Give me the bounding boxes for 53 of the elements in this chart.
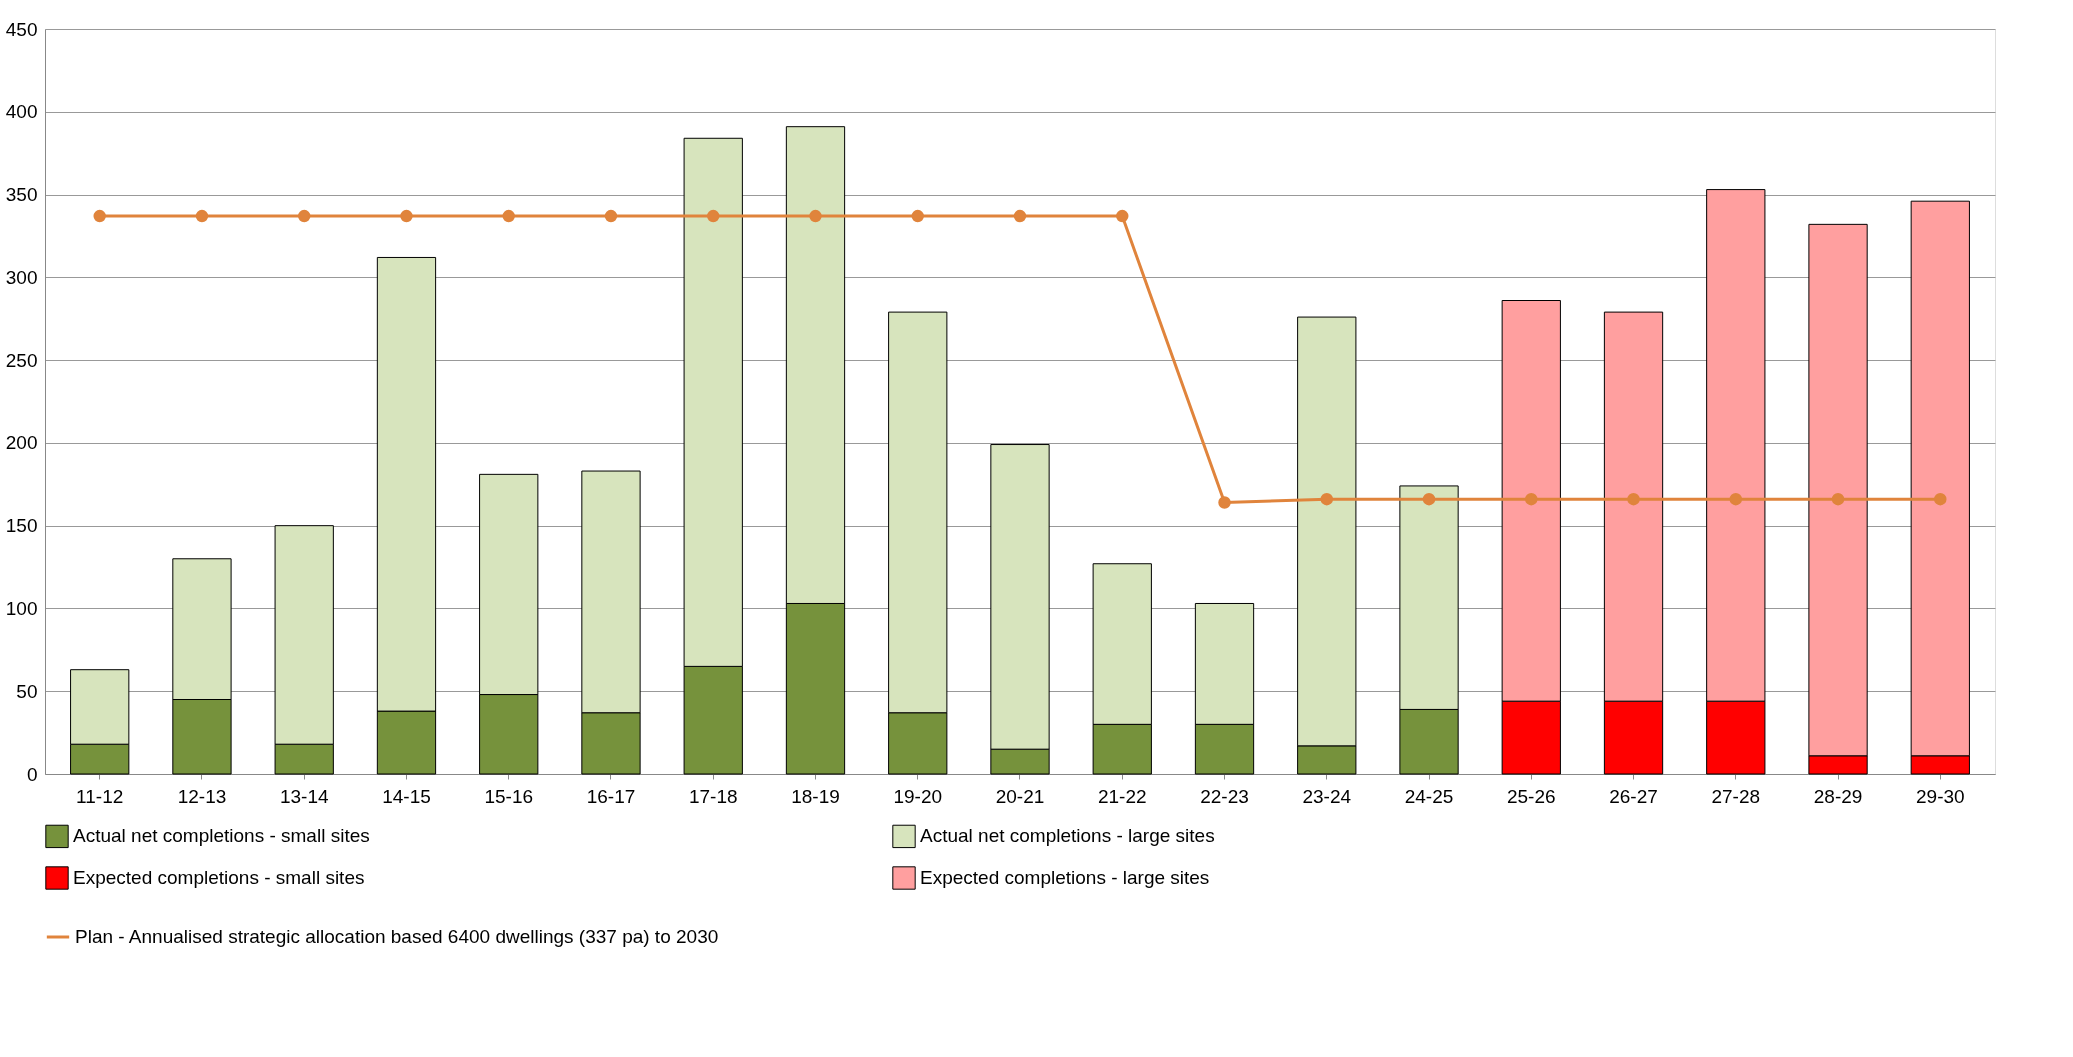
x-tick-label: 11-12 bbox=[76, 785, 124, 807]
legend-label: Plan - Annualised strategic allocation based 6400 dwellings (337 pa) to 2030 bbox=[75, 926, 719, 947]
point bbox=[604, 209, 618, 223]
x-tick-label: 15-16 bbox=[484, 785, 534, 807]
x-tick-label: 29-30 bbox=[1915, 785, 1965, 807]
point bbox=[502, 209, 515, 223]
x-tick-label: 13-14 bbox=[279, 785, 329, 807]
x-tick-label: 12-13 bbox=[177, 785, 227, 807]
legend-label: Expected completions - large sites bbox=[920, 867, 1210, 888]
y-tick-label: 150 bbox=[5, 515, 38, 537]
y-tick-label: 250 bbox=[5, 349, 38, 371]
legend-label: Actual net completions - large sites bbox=[920, 825, 1215, 847]
point bbox=[1627, 492, 1640, 506]
y-tick-label: 400 bbox=[5, 101, 38, 123]
point bbox=[400, 209, 413, 223]
point bbox=[93, 209, 106, 223]
y-tick-label: 50 bbox=[16, 680, 38, 702]
y-tick-label: 200 bbox=[5, 432, 38, 454]
point bbox=[1525, 492, 1538, 506]
y-tick-label: 350 bbox=[5, 184, 38, 206]
y-tick-label: 450 bbox=[5, 18, 38, 40]
y-tick-label: 100 bbox=[5, 597, 38, 619]
x-tick-label: 27-28 bbox=[1711, 785, 1761, 807]
point bbox=[1729, 492, 1743, 506]
point bbox=[1218, 496, 1231, 509]
x-tick-label: 28-29 bbox=[1813, 785, 1863, 807]
point bbox=[911, 209, 924, 223]
point bbox=[1320, 492, 1334, 506]
x-tick-label: 21-22 bbox=[1097, 785, 1147, 807]
legend-label: Expected completions - small sites bbox=[73, 867, 365, 888]
point bbox=[297, 209, 311, 223]
x-tick-label: 17-18 bbox=[688, 785, 738, 807]
x-tick-label: 25-26 bbox=[1506, 785, 1556, 807]
x-tick-label: 24-25 bbox=[1404, 785, 1454, 807]
x-tick-label: 14-15 bbox=[382, 785, 431, 807]
x-tick-label: 19-20 bbox=[893, 785, 943, 807]
point bbox=[1831, 492, 1845, 506]
x-tick-label: 20-21 bbox=[995, 785, 1045, 807]
x-tick-label: 23-24 bbox=[1302, 785, 1352, 807]
point bbox=[1116, 209, 1129, 223]
point bbox=[1013, 209, 1027, 223]
x-tick-label: 22-23 bbox=[1200, 785, 1249, 807]
point bbox=[809, 209, 822, 223]
y-tick-label: 0 bbox=[26, 763, 38, 785]
point bbox=[706, 209, 720, 223]
point bbox=[1422, 492, 1436, 506]
x-tick-label: 16-17 bbox=[586, 785, 636, 807]
y-tick-label: 300 bbox=[5, 266, 38, 288]
x-tick-label: 18-19 bbox=[791, 785, 840, 807]
point bbox=[195, 209, 209, 223]
legend-label: Actual net completions - small sites bbox=[73, 825, 370, 847]
point bbox=[1934, 492, 1947, 506]
x-tick-label: 26-27 bbox=[1609, 785, 1658, 807]
